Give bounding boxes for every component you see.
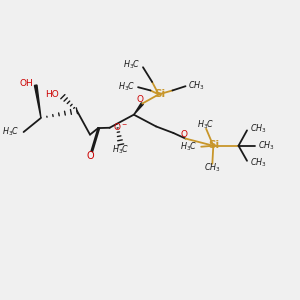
Polygon shape (134, 103, 143, 115)
Text: $H_3C$: $H_3C$ (180, 140, 197, 153)
Text: $CH_3$: $CH_3$ (188, 80, 205, 92)
Text: Si: Si (154, 89, 165, 99)
Text: O: O (86, 151, 94, 161)
Polygon shape (34, 85, 41, 118)
Text: Si: Si (209, 140, 220, 150)
Text: $CH_3$: $CH_3$ (204, 161, 221, 174)
Text: $H_3C$: $H_3C$ (123, 58, 140, 70)
Text: O: O (180, 130, 187, 139)
Text: O$^-$: O$^-$ (112, 121, 128, 132)
Text: $CH_3$: $CH_3$ (258, 140, 274, 152)
Text: OH: OH (19, 79, 33, 88)
Text: $CH_3$: $CH_3$ (250, 157, 267, 169)
Text: HO: HO (45, 90, 59, 99)
Text: $H_3C$: $H_3C$ (2, 126, 20, 138)
Text: $H_3C$: $H_3C$ (197, 118, 215, 131)
Text: $CH_3$: $CH_3$ (250, 122, 267, 135)
Text: O: O (137, 95, 144, 104)
Text: $H_3C$: $H_3C$ (112, 143, 129, 156)
Text: $H_3C$: $H_3C$ (118, 81, 135, 93)
